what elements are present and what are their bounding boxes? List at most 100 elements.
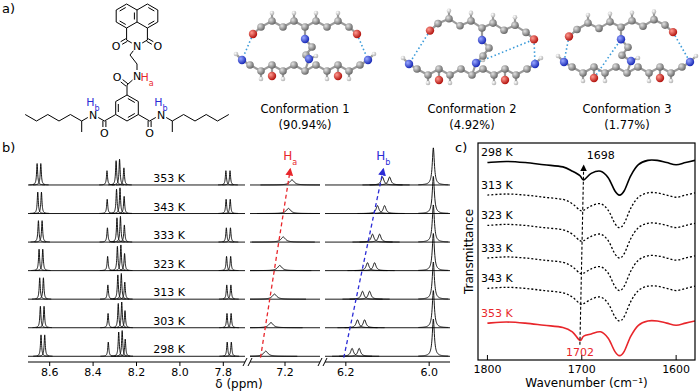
spectrum-peak	[418, 148, 448, 185]
atom-ball	[608, 12, 613, 17]
annotation-arrow	[261, 169, 291, 357]
spectrum-peak	[35, 249, 51, 270]
bond	[137, 22, 147, 28]
series-label: 343 K	[481, 272, 513, 285]
spectrum-peak	[100, 342, 116, 356]
axis-break	[243, 358, 247, 366]
atom-ball	[257, 23, 265, 31]
bond	[121, 82, 126, 86]
molecule-model	[401, 8, 544, 85]
bond	[116, 95, 127, 102]
bond	[218, 115, 229, 122]
bond	[130, 55, 137, 64]
series-label: 333 K	[481, 242, 513, 255]
x-tick	[676, 355, 677, 360]
bond	[120, 21, 126, 25]
spectrum-peak	[223, 285, 239, 299]
atom-ball	[246, 61, 254, 69]
series-label: 323 K	[153, 258, 185, 271]
atom-ball	[249, 30, 257, 38]
atom-ball	[305, 55, 313, 63]
atom-ball	[345, 67, 353, 75]
bond	[81, 121, 82, 132]
spectrum-segment	[325, 148, 450, 356]
atom-ball	[539, 56, 544, 61]
spectrum-peak	[116, 196, 132, 213]
bond	[172, 121, 173, 132]
spectrum-peak	[99, 199, 115, 213]
atom-ball	[694, 54, 699, 59]
atom-ball	[584, 19, 592, 27]
spectrum-baseline	[28, 184, 245, 185]
series-line	[487, 255, 695, 290]
spectrum-peak	[37, 335, 53, 356]
spectrum-peak	[114, 331, 130, 357]
plot-area	[487, 160, 695, 356]
subscript: a	[292, 158, 297, 167]
atom-ball	[501, 76, 509, 84]
spectrum-peak	[222, 199, 238, 213]
spectrum-peak	[370, 177, 410, 185]
bond	[48, 115, 59, 122]
hydrogen-bond	[594, 39, 621, 78]
atom-ball	[636, 56, 641, 61]
spectrum-peak	[117, 282, 133, 299]
bond	[98, 117, 104, 121]
atom-ball	[301, 23, 309, 31]
bond	[128, 113, 135, 117]
atom-ball	[426, 81, 431, 86]
spectrum-peak	[114, 273, 130, 299]
bond	[127, 80, 133, 85]
atom-ball	[489, 19, 497, 27]
bond	[70, 115, 81, 122]
x-tick-label: 8.2	[128, 366, 146, 379]
bond	[25, 115, 36, 122]
spectrum-peak	[418, 291, 448, 328]
series-line	[487, 223, 695, 258]
atom-ball	[234, 52, 239, 57]
atom-label: O	[153, 40, 162, 53]
spectrum-peak	[418, 205, 448, 242]
atom-ball	[334, 17, 342, 25]
molecule-model	[234, 11, 377, 82]
atom-ball	[238, 56, 246, 64]
series-label: 353 K	[481, 307, 513, 320]
bond	[166, 117, 172, 121]
panel-label: b)	[2, 140, 15, 155]
spectrum-peak	[250, 294, 306, 299]
atom-ball	[446, 71, 454, 79]
atom-ball	[500, 26, 508, 34]
spectrum-baseline	[28, 356, 245, 357]
atom-ball	[606, 18, 614, 26]
atom-ball	[325, 77, 330, 82]
series-label: 313 K	[153, 286, 185, 299]
bond	[138, 115, 149, 122]
bond	[116, 115, 127, 122]
y-axis-label: Transmittance	[462, 209, 476, 295]
conformation-name: Conformation 1	[260, 102, 349, 116]
annotation-label: Ha	[283, 149, 297, 167]
atom-ball	[413, 65, 421, 73]
atom-ball	[650, 16, 658, 24]
molecule-model	[556, 9, 699, 83]
bond	[127, 85, 128, 95]
atom-ball	[530, 35, 538, 43]
x-tick-label: 1600	[662, 363, 690, 376]
spectrum-peak	[116, 168, 132, 185]
atom-ball	[586, 13, 591, 18]
spectrum-peak	[114, 302, 130, 328]
atom-ball	[501, 65, 509, 73]
atom-label: N	[133, 40, 141, 53]
spectrum-peak	[360, 234, 400, 242]
atom-ball	[513, 15, 518, 20]
x-axis-label: Wavenumber (cm⁻¹)	[525, 376, 647, 390]
bond	[104, 115, 115, 122]
atom-ball	[323, 23, 331, 31]
bond	[116, 10, 117, 22]
spectrum-baseline	[28, 299, 245, 300]
bond	[127, 22, 137, 28]
atom-label: O	[145, 127, 154, 140]
spectrum-peak	[343, 291, 383, 299]
atom-ball	[308, 43, 316, 51]
spectrum-peak	[224, 342, 240, 356]
